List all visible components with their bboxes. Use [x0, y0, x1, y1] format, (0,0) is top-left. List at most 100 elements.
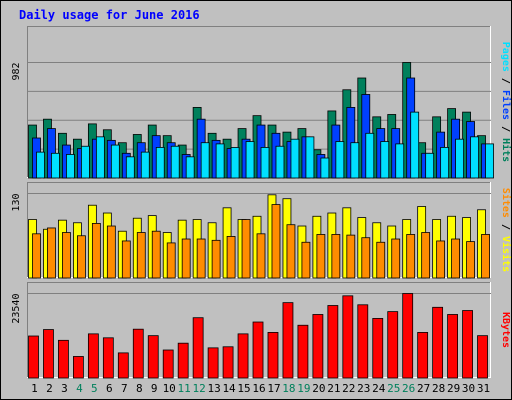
sites-bar [211, 239, 221, 279]
sites-bar [106, 225, 116, 279]
kbytes-bar [207, 347, 219, 379]
legend-label-part: Hits [500, 138, 512, 162]
kbytes-bar [237, 333, 249, 379]
sites-bar [421, 232, 431, 279]
sites-bar [346, 234, 356, 279]
sites-bar [77, 235, 86, 279]
kbytes-bar [162, 349, 174, 379]
day-tick-label: 24 [372, 382, 386, 395]
day-tick-label: 25 [387, 382, 400, 395]
kbytes-bar [357, 304, 369, 379]
sites-bar [271, 204, 281, 279]
sites-bar [241, 219, 251, 279]
pages-bar [365, 132, 375, 179]
sites-bar [376, 241, 386, 279]
day-tick-label: 30 [462, 382, 475, 395]
sites-bar [481, 234, 490, 279]
kbytes-bar [58, 339, 69, 379]
day-tick-label: 22 [342, 382, 355, 395]
day-tick-label: 27 [417, 382, 430, 395]
sites-bar [226, 236, 236, 279]
sites-bar [436, 240, 446, 279]
sites-bar [151, 230, 161, 279]
day-tick-label: 10 [163, 382, 176, 395]
day-tick-label: 13 [207, 382, 220, 395]
kbytes-bar [102, 337, 114, 379]
pages-bar [380, 141, 390, 179]
kbytes-bar [297, 324, 309, 379]
kbytes-bar [43, 329, 54, 379]
day-tick-label: 5 [91, 382, 98, 395]
pages-bar [200, 142, 210, 179]
day-tick-label: 23 [357, 382, 370, 395]
kbytes-bar [192, 317, 204, 379]
kbytes-bar [222, 346, 234, 379]
day-tick-label: 21 [327, 382, 340, 395]
kbytes-bar [327, 305, 339, 379]
sites-bar [121, 240, 131, 279]
sites-bar [256, 233, 266, 279]
sites-bar [181, 238, 191, 279]
legend-label: Pages / Files / Hits [500, 42, 512, 162]
day-tick-label: 6 [106, 382, 113, 395]
day-tick-label: 28 [432, 382, 445, 395]
sites-bar [301, 241, 311, 279]
chart-title: Daily usage for June 2016 [19, 8, 200, 22]
legend-label-part: / [500, 120, 511, 138]
sites-bar [196, 238, 206, 279]
pages-bar [275, 145, 285, 179]
pages-bar [395, 143, 405, 179]
kbytes-bar [73, 356, 84, 379]
pages-bar [215, 143, 225, 179]
pages-bar [36, 151, 45, 179]
sites-bar [391, 238, 401, 279]
sites-bar [136, 232, 146, 279]
legend-label: KBytes [500, 312, 511, 348]
day-tick-label: 18 [282, 382, 295, 395]
sites-bar [286, 224, 296, 279]
kbytes-bar [387, 311, 399, 379]
pages-bar [260, 147, 270, 179]
legend-label-part: Sites [500, 188, 512, 218]
kbytes-bar [282, 302, 294, 379]
pages-bar [470, 136, 479, 179]
sites-bar [451, 238, 460, 279]
sites-bar [32, 233, 41, 279]
day-tick-label: 20 [312, 382, 325, 395]
day-tick-label: 17 [267, 382, 280, 395]
day-tick-label: 15 [237, 382, 250, 395]
panel-max-label: 982 [11, 62, 22, 80]
kbytes-bar [87, 333, 99, 379]
kbytes-bar [432, 306, 444, 379]
kbytes-bar [28, 335, 39, 379]
kbytes-bar [267, 332, 279, 379]
kbytes-bar [147, 335, 159, 379]
sites-bar [62, 232, 71, 279]
pages-bar [455, 138, 464, 179]
pages-bar [51, 152, 60, 179]
pages-bar [245, 141, 255, 179]
pages-bar [350, 142, 360, 179]
kbytes-bar [447, 314, 458, 379]
kbytes-bar [417, 332, 429, 379]
kbytes-bar [372, 318, 384, 379]
pages-bar [485, 143, 494, 179]
kbytes-bar [312, 314, 324, 379]
day-tick-label: 26 [402, 382, 415, 395]
day-tick-label: 31 [477, 382, 490, 395]
sites-bar [331, 234, 341, 279]
kbytes-bar [462, 310, 473, 379]
pages-bar [155, 147, 165, 179]
legend-label-part: Visits [500, 236, 512, 272]
sites-bar [47, 227, 56, 279]
day-tick-label: 2 [46, 382, 53, 395]
day-tick-label: 11 [178, 382, 191, 395]
sites-bar [91, 223, 101, 279]
legend-label-part: Files [500, 90, 512, 120]
pages-bar [305, 136, 315, 179]
legend-label-part: Pages [500, 42, 511, 72]
sites-bar [316, 234, 326, 279]
pages-bar [410, 111, 420, 179]
kbytes-bar [252, 321, 264, 379]
legend-label-part: / [500, 218, 511, 236]
